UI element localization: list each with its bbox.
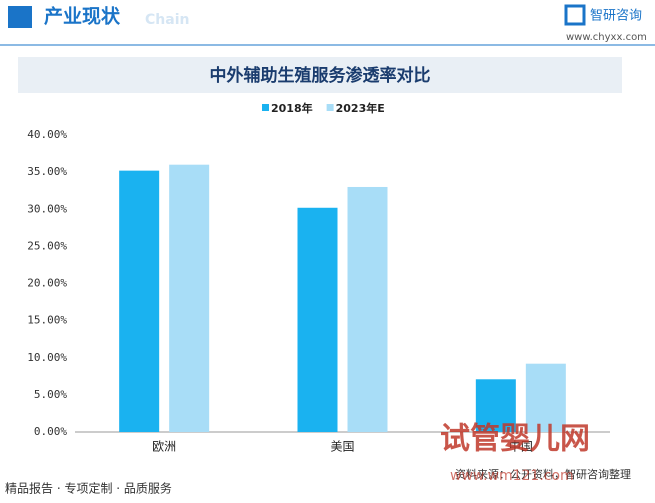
legend-label: 2018年: [271, 101, 313, 115]
footer-slogan: 精品报告 · 专项定制 · 品质服务: [5, 481, 172, 496]
bar: [475, 379, 516, 432]
footer-source: 资料来源：公开资料，智研咨询整理: [455, 467, 631, 481]
y-tick-label: 20.00%: [27, 277, 67, 290]
watermark-name: 试管婴儿网: [440, 422, 590, 457]
bar: [169, 164, 210, 432]
y-tick-label: 15.00%: [27, 314, 67, 327]
bar: [347, 186, 388, 432]
brand-logo: [564, 4, 586, 26]
x-tick-label: 中国: [509, 439, 533, 454]
legend-swatch: [326, 104, 334, 111]
section-faded: Chain: [145, 12, 189, 28]
y-tick-label: 30.00%: [27, 202, 67, 215]
y-tick-label: 35.00%: [27, 165, 67, 178]
section-title: 产业现状: [44, 5, 121, 28]
title-band: [18, 57, 622, 93]
watermark-site: www.wm121.com: [450, 468, 574, 484]
y-tick-label: 0.00%: [34, 425, 67, 438]
chart-title: 中外辅助生殖服务渗透率对比: [210, 65, 431, 86]
site: www.chyxx.com: [566, 32, 647, 43]
y-tick-label: 10.00%: [27, 351, 67, 364]
bar: [119, 170, 160, 432]
y-tick-label: 5.00%: [34, 388, 67, 401]
x-tick-label: 欧洲: [152, 440, 176, 454]
x-tick-label: 美国: [330, 440, 354, 454]
y-tick-label: 25.00%: [27, 239, 67, 252]
y-tick-label: 40.00%: [27, 128, 67, 141]
brand: 智研咨询: [590, 9, 642, 24]
bar: [297, 207, 338, 432]
legend-label: 2023年E: [336, 101, 385, 115]
legend-swatch: [262, 104, 269, 111]
bar: [525, 363, 566, 432]
section-icon: [8, 6, 32, 28]
plot: 0.00% 5.00% 10.00% 15.00% 20.00% 25.00% 30.00%…: [27, 101, 610, 454]
